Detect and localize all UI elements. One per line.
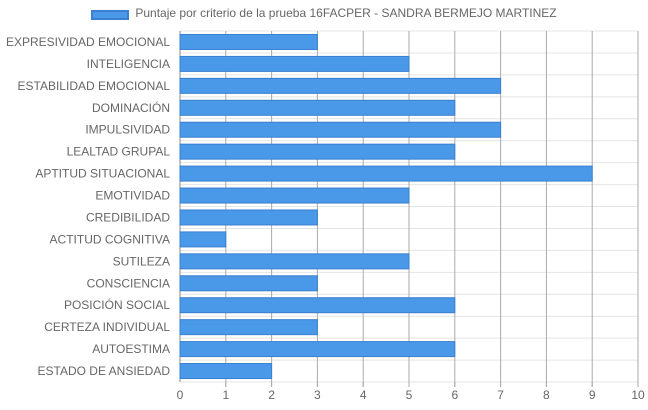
y-category-label: EMOTIVIDAD	[95, 189, 170, 203]
bar	[179, 275, 318, 292]
x-tick-label: 4	[360, 388, 367, 402]
bar	[179, 209, 318, 226]
y-category-label: IMPULSIVIDAD	[85, 123, 170, 137]
legend-label: Puntaje por criterio de la prueba 16FACP…	[135, 6, 557, 20]
chart-legend[interactable]: Puntaje por criterio de la prueba 16FACP…	[0, 6, 648, 20]
y-category-label: ESTABILIDAD EMOCIONAL	[18, 79, 171, 93]
y-category-label: POSICIÓN SOCIAL	[64, 297, 170, 312]
bar	[179, 253, 410, 270]
y-category-label: AUTOESTIMA	[92, 342, 170, 356]
y-category-label: CONSCIENCIA	[87, 276, 170, 290]
y-category-label: LEALTAD GRUPAL	[67, 145, 171, 159]
x-tick-label: 10	[631, 388, 645, 402]
y-category-label: ACTITUD COGNITIVA	[50, 232, 170, 246]
x-tick-label: 1	[222, 388, 229, 402]
y-category-label: INTELIGENCIA	[87, 57, 170, 71]
bar	[179, 77, 502, 94]
legend-swatch	[91, 10, 130, 20]
bar	[179, 55, 410, 72]
x-tick-label: 5	[406, 388, 413, 402]
bar	[179, 33, 318, 50]
y-category-label: APTITUD SITUACIONAL	[35, 167, 170, 181]
bar	[179, 99, 456, 116]
x-tick-label: 3	[314, 388, 321, 402]
bar	[179, 121, 502, 138]
bar	[179, 165, 593, 182]
x-tick-label: 2	[268, 388, 275, 402]
y-category-label: ESTADO DE ANSIEDAD	[38, 364, 171, 378]
x-tick-label: 7	[497, 388, 504, 402]
x-tick-label: 8	[543, 388, 550, 402]
x-tick-label: 6	[451, 388, 458, 402]
bar	[179, 363, 273, 380]
bar	[179, 143, 456, 160]
x-tick-label: 0	[177, 388, 184, 402]
bar	[179, 297, 456, 314]
bar	[179, 341, 456, 358]
bar	[179, 187, 410, 204]
bar	[179, 319, 318, 336]
y-category-label: CREDIBILIDAD	[86, 210, 170, 224]
y-category-label: EXPRESIVIDAD EMOCIONAL	[6, 35, 170, 49]
bar	[179, 231, 227, 248]
y-category-label: SUTILEZA	[113, 254, 170, 268]
y-category-label: CERTEZA INDIVIDUAL	[44, 320, 170, 334]
y-category-label: DOMINACIÓN	[92, 100, 170, 115]
x-tick-label: 9	[589, 388, 596, 402]
